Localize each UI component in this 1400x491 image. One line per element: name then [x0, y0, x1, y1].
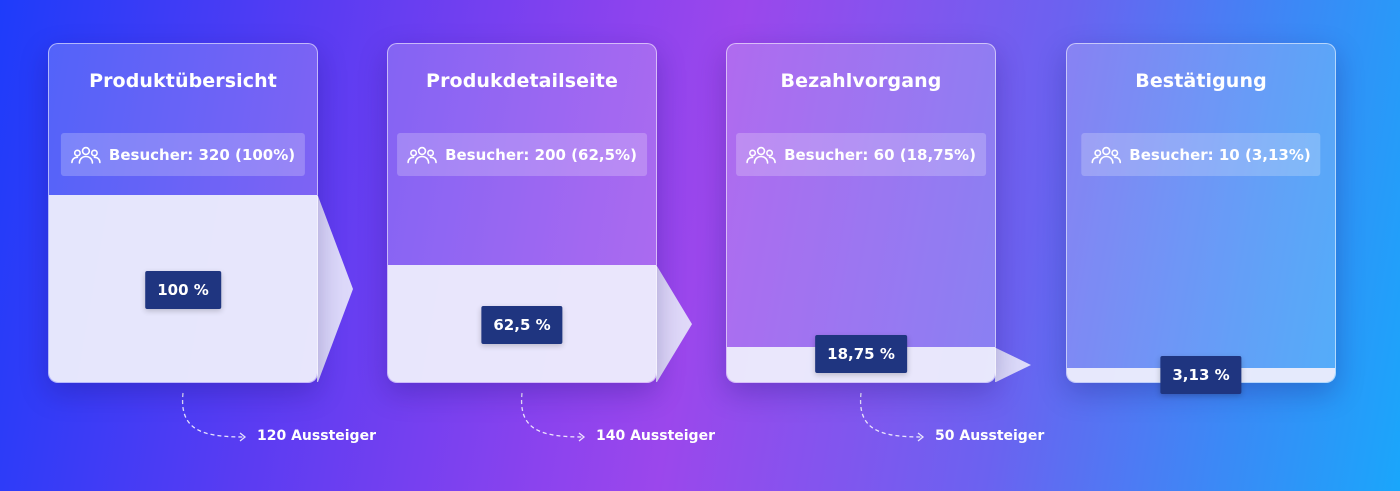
flow-arrow: [656, 266, 692, 382]
stage-title: Bezahlvorgang: [780, 70, 942, 92]
dropoff-label: 50 Aussteiger: [935, 428, 1045, 444]
dropoff-curve: [181, 392, 246, 438]
people-group-icon: [71, 146, 101, 164]
visitors-badge: Besucher: 60 (18,75%): [736, 133, 986, 176]
dropoff-curve: [520, 392, 585, 438]
percent-label: 3,13 %: [1160, 356, 1242, 394]
dropoff-curve: [859, 392, 924, 438]
visitors-badge: Besucher: 10 (3,13%): [1081, 133, 1321, 176]
stage-title: Bestätigung: [1135, 70, 1267, 92]
dropoff-arrowhead: [239, 432, 247, 442]
dropoff-arrowhead: [578, 432, 586, 442]
dropoff-label: 120 Aussteiger: [257, 428, 376, 444]
stage-title: Produktübersicht: [89, 70, 277, 92]
visitors-label: Besucher: 10 (3,13%): [1129, 145, 1311, 164]
people-group-icon: [746, 146, 776, 164]
funnel-stage-card: Produktübersicht Besucher: 320 (100%): [48, 43, 318, 383]
visitors-badge: Besucher: 320 (100%): [60, 133, 306, 176]
percent-label: 18,75 %: [815, 334, 907, 373]
visitors-label: Besucher: 320 (100%): [108, 145, 296, 164]
stage-title: Produkdetailseite: [426, 70, 618, 92]
visitors-label: Besucher: 60 (18,75%): [784, 145, 976, 164]
people-group-icon: [1091, 146, 1122, 164]
flow-arrow: [995, 347, 1031, 382]
flow-arrow: [317, 196, 353, 382]
percent-label: 100 %: [145, 270, 221, 309]
people-group-icon: [407, 146, 437, 164]
funnel-stage-card: Bestätigung Besucher: 10 (3,13%): [1066, 43, 1336, 383]
visitors-badge: Besucher: 200 (62,5%): [397, 133, 647, 176]
visitors-label: Besucher: 200 (62,5%): [445, 145, 637, 164]
funnel-stage-card: Bezahlvorgang Besucher: 60 (18,75%): [726, 43, 996, 383]
dropoff-arrowhead: [917, 432, 925, 442]
dropoff-label: 140 Aussteiger: [596, 428, 715, 444]
percent-label: 62,5 %: [481, 305, 563, 344]
